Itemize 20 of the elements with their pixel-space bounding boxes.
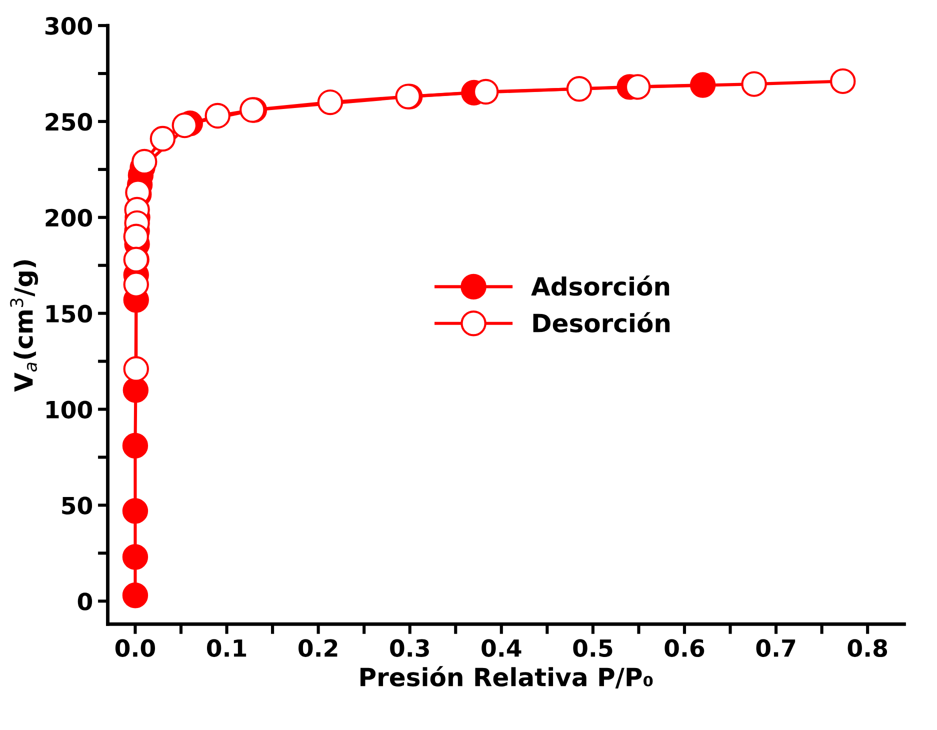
x-tick-label: 0.6 (664, 639, 704, 658)
x-tick-label: 0.4 (482, 639, 522, 658)
x-tick-label: 0.1 (206, 639, 246, 658)
y-tick-label: 200 (46, 208, 92, 227)
x-tick-label: 0.3 (390, 639, 429, 658)
x-tick-label: 0.5 (573, 639, 612, 658)
y-tick-label: 150 (46, 304, 92, 323)
y-tick-label: 100 (46, 400, 92, 419)
x-tick-label: 0.2 (298, 639, 338, 658)
y-tick-label: 250 (46, 112, 92, 131)
x-axis-title: Presión Relativa P/P₀ (360, 666, 653, 688)
x-tick-label: 0.0 (115, 639, 156, 658)
legend-label: Adsorción (531, 275, 670, 296)
y-tick-label: 0 (78, 592, 92, 610)
x-tick-label: 0.7 (756, 639, 796, 658)
y-tick-label: 50 (62, 496, 92, 515)
legend-label: Desorción (533, 312, 670, 332)
y-tick-label: 300 (45, 16, 92, 35)
x-tick-label: 0.8 (848, 639, 888, 658)
y-axis-title: V$_{a}$(cm$^{3}$/g) (10, 260, 38, 392)
